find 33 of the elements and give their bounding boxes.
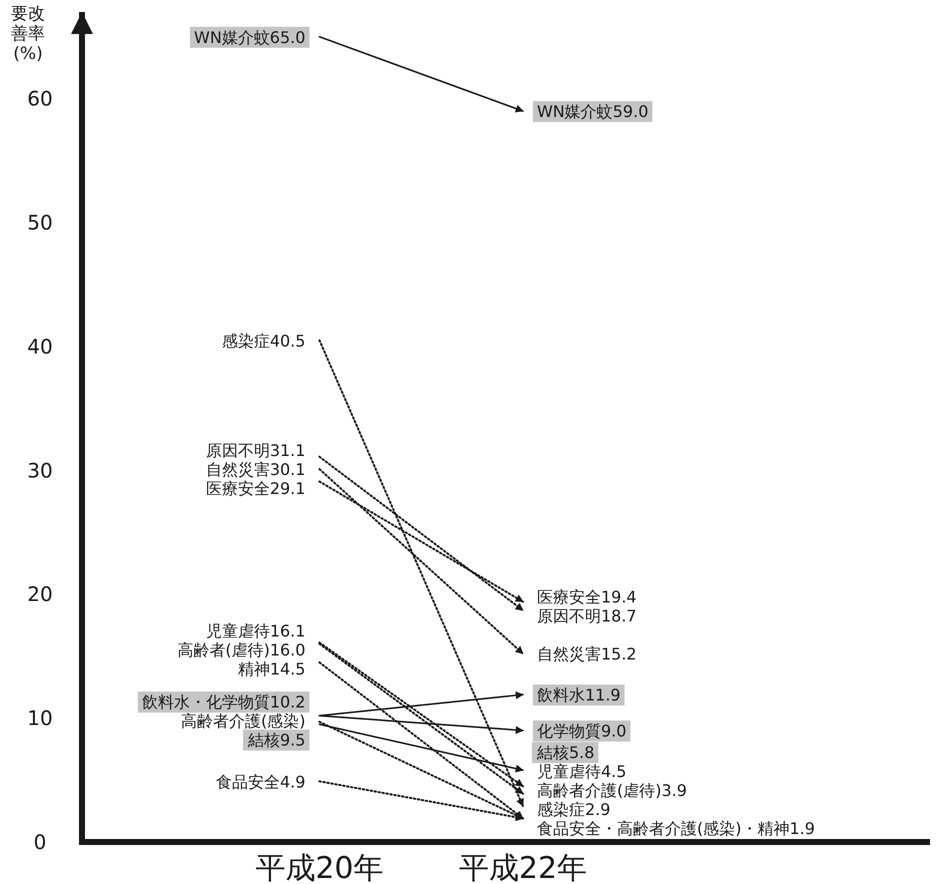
y-axis-title: 要改善率(%)	[10, 4, 46, 64]
y-tick-label: 50	[27, 210, 53, 235]
y-tick-label: 0	[34, 830, 46, 854]
data-label: 児童虐待16.1	[206, 622, 306, 641]
data-label: 化学物質9.0	[536, 722, 626, 741]
data-label: 飲料水11.9	[536, 686, 621, 705]
data-label: 自然災害30.1	[206, 460, 306, 480]
data-label: 高齢者(虐待)16.0	[177, 640, 306, 660]
y-tick-label: 30	[27, 458, 53, 482]
data-label: 自然災害15.2	[536, 644, 637, 664]
data-label: 精神14.5	[238, 660, 306, 679]
y-tick-label: 40	[27, 334, 53, 358]
x-tick-label: 平成20年	[255, 851, 384, 884]
data-label: 感染症40.5	[222, 331, 306, 350]
data-label: 結核5.8	[536, 743, 594, 762]
data-label: WN媒介蚊59.0	[536, 102, 648, 122]
data-label: 食品安全4.9	[216, 772, 306, 792]
data-label: 原因不明18.7	[536, 606, 637, 626]
data-label: 原因不明31.1	[206, 441, 306, 460]
data-label: 飲料水・化学物質10.2	[142, 692, 306, 712]
data-label: 高齢者介護(虐待)3.9	[536, 781, 687, 800]
data-label: 高齢者介護(感染)	[180, 712, 306, 731]
data-label: 食品安全・高齢者介護(感染)・精神1.9	[536, 819, 815, 838]
y-tick-label: 20	[27, 582, 53, 606]
data-label: WN媒介蚊65.0	[194, 28, 306, 47]
data-label: 医療安全19.4	[536, 588, 637, 607]
y-tick-label: 10	[27, 706, 53, 730]
data-label: 児童虐待4.5	[536, 762, 626, 782]
y-tick-label: 60	[27, 86, 53, 111]
data-label: 医療安全29.1	[206, 479, 306, 498]
x-tick-label: 平成22年	[458, 851, 588, 884]
data-label: 結核9.5	[246, 730, 306, 750]
data-label: 感染症2.9	[536, 800, 610, 820]
